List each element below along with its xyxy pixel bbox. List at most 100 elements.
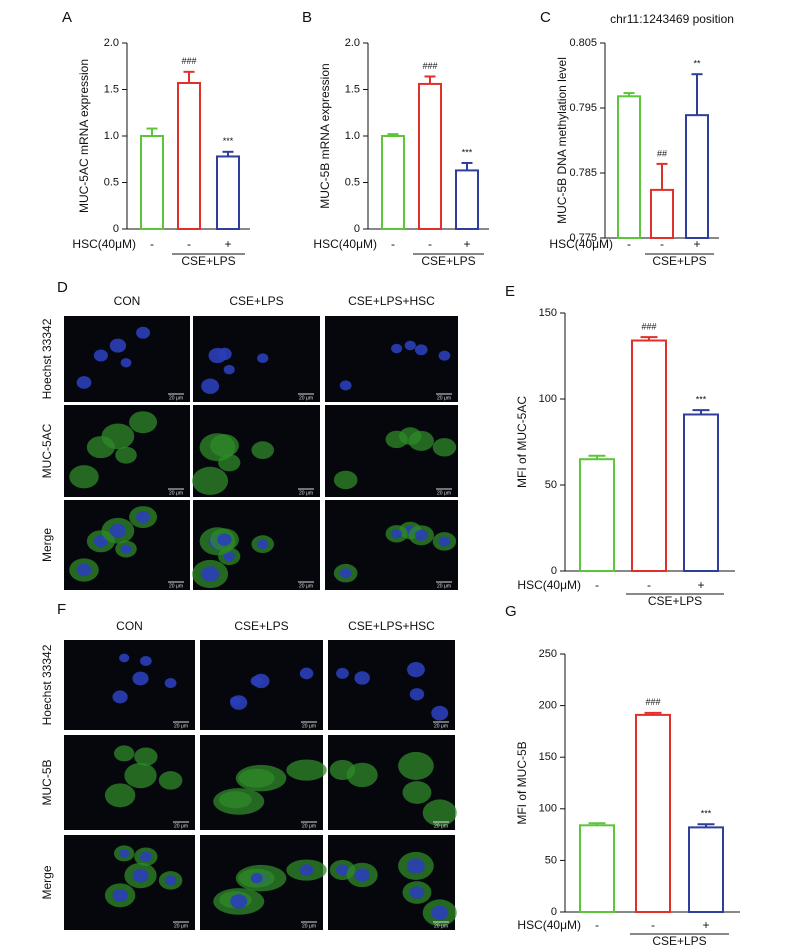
cell-body <box>129 411 158 434</box>
nucleus <box>223 551 235 562</box>
x-tick-label: + <box>463 237 470 251</box>
y-tick-label: 0.785 <box>569 167 597 179</box>
nucleus <box>132 671 149 686</box>
x-tick-label: - <box>595 918 599 932</box>
chart-title: chr11:1243469 position <box>610 12 734 26</box>
cell-body <box>134 747 158 766</box>
scale-bar-label: 20 μm <box>299 395 313 401</box>
error-bar <box>692 409 710 415</box>
bar <box>177 81 201 230</box>
x-tick-label: + <box>697 578 704 592</box>
scale-bar-label: 20 μm <box>174 923 188 929</box>
cell-body <box>210 434 239 457</box>
cell-body <box>251 441 275 459</box>
significance: ### <box>181 56 196 66</box>
nucleus <box>404 340 416 351</box>
x-tick-label: + <box>693 237 700 251</box>
x-tick-label: - <box>428 237 432 251</box>
y-tick-label: 50 <box>545 479 557 491</box>
bar <box>617 95 641 239</box>
bar <box>455 169 479 231</box>
panel-label: C <box>540 9 551 26</box>
scale-bar-label: 20 μm <box>437 583 451 589</box>
nucleus <box>201 378 220 394</box>
error-bar <box>623 92 635 97</box>
x-tick-label: + <box>702 918 709 932</box>
nucleus <box>120 358 132 368</box>
nucleus <box>391 343 403 354</box>
nucleus <box>409 688 425 701</box>
panel-label: G <box>505 603 517 620</box>
x-tick-label: - <box>651 918 655 932</box>
error-bar <box>222 150 234 157</box>
scale-bar-label: 20 μm <box>302 823 316 829</box>
nucleus <box>391 529 403 539</box>
y-tick-label: 0.5 <box>345 176 360 188</box>
bar <box>418 82 442 230</box>
y-tick-label: 1.5 <box>345 83 360 95</box>
bar <box>140 135 164 230</box>
y-axis-label: MFI of MUC-5AC <box>515 396 529 488</box>
nucleus <box>336 667 349 679</box>
nucleus <box>223 364 235 375</box>
bar <box>216 155 240 231</box>
scale-bar-label: 20 μm <box>174 823 188 829</box>
scale-bar-label: 20 μm <box>434 723 448 729</box>
y-axis-label: MFI of MUC-5B <box>515 741 529 824</box>
significance: *** <box>462 147 473 157</box>
nucleus <box>112 690 128 704</box>
cell-body <box>238 768 275 788</box>
y-tick-label: 0.775 <box>569 232 597 244</box>
y-tick-label: 0.805 <box>569 37 597 49</box>
y-tick-label: 1.0 <box>345 130 360 142</box>
x-tick-label: - <box>150 237 154 251</box>
y-tick-label: 0 <box>113 223 119 235</box>
nucleus <box>112 888 128 902</box>
row-label: HSC(40μM) <box>313 237 377 251</box>
cell-body <box>101 423 135 450</box>
nucleus <box>140 851 152 862</box>
y-tick-label: 0.5 <box>104 176 119 188</box>
bar <box>381 135 405 230</box>
significance: ** <box>693 59 701 69</box>
column-label: CSE+LPS <box>234 619 288 633</box>
bar <box>683 413 719 573</box>
group-label: CSE+LPS <box>648 594 702 608</box>
cell-body <box>432 438 457 457</box>
cell-body <box>385 430 408 449</box>
y-tick-label: 250 <box>539 648 557 660</box>
row-label: MUC-5B <box>40 759 54 805</box>
y-tick-label: 0 <box>551 565 557 577</box>
y-tick-label: 0 <box>354 223 360 235</box>
error-bar <box>640 336 658 341</box>
column-label: CSE+LPS <box>229 294 283 308</box>
nucleus <box>93 535 108 548</box>
row-label: HSC(40μM) <box>549 237 613 251</box>
y-tick-label: 2.0 <box>104 37 119 49</box>
y-tick-label: 0 <box>551 906 557 918</box>
nucleus <box>217 533 232 546</box>
scale-bar-label: 20 μm <box>299 583 313 589</box>
nucleus <box>164 678 177 689</box>
nucleus <box>136 511 151 524</box>
significance: *** <box>701 809 712 819</box>
error-bar <box>644 711 662 715</box>
y-tick-label: 100 <box>539 803 557 815</box>
nucleus <box>407 858 425 874</box>
nucleus <box>250 873 263 884</box>
scale-bar-label: 20 μm <box>437 490 451 496</box>
cell-body <box>422 799 457 827</box>
cell-body <box>213 788 265 815</box>
x-tick-label: - <box>647 578 651 592</box>
nucleus <box>250 675 263 687</box>
cell-body <box>158 771 183 790</box>
column-label: CSE+LPS+HSC <box>348 294 435 308</box>
y-tick-label: 2.0 <box>345 37 360 49</box>
nucleus <box>409 886 425 899</box>
nucleus <box>299 864 314 876</box>
nucleus <box>438 350 451 361</box>
error-bar <box>588 454 606 460</box>
scale-bar-label: 20 μm <box>434 823 448 829</box>
column-label: CON <box>116 619 143 633</box>
x-tick-label: - <box>187 237 191 251</box>
